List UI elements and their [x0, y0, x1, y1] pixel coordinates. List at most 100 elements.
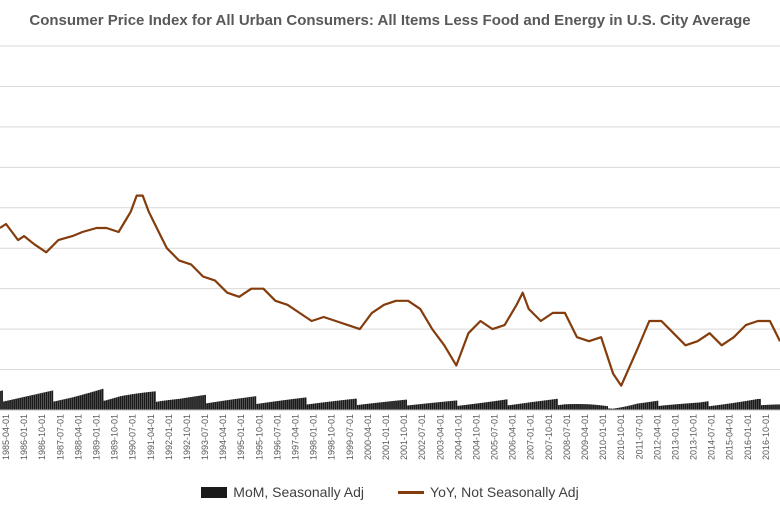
- mom-bar: [173, 399, 176, 410]
- mom-bar: [27, 396, 30, 410]
- mom-bar: [49, 391, 52, 410]
- mom-bar: [566, 404, 568, 410]
- legend-item-mom[interactable]: MoM, Seasonally Adj: [201, 484, 364, 500]
- mom-bar: [37, 393, 40, 410]
- mom-bar: [51, 390, 54, 410]
- mom-bar: [202, 395, 204, 410]
- mom-bars: [0, 388, 780, 410]
- mom-bar: [389, 401, 391, 410]
- mom-bar: [469, 404, 472, 410]
- mom-bar: [775, 404, 777, 410]
- mom-bar: [147, 391, 150, 410]
- mom-bar: [397, 400, 399, 410]
- x-tick-label: 1994-04-01: [218, 414, 228, 460]
- mom-bar: [200, 395, 202, 410]
- mom-bar: [15, 398, 17, 410]
- mom-bar: [610, 408, 613, 410]
- mom-bar: [1, 390, 3, 410]
- mom-bar: [385, 401, 387, 410]
- mom-bar: [411, 404, 414, 410]
- mom-bar: [586, 404, 588, 410]
- mom-bar: [123, 395, 126, 410]
- mom-bar: [350, 399, 353, 410]
- mom-bar: [206, 403, 208, 410]
- mom-bar: [672, 404, 675, 410]
- mom-bar: [336, 400, 339, 410]
- mom-bar: [521, 403, 524, 410]
- mom-bar: [318, 402, 321, 410]
- mom-bar: [730, 403, 733, 410]
- mom-bar: [377, 402, 379, 410]
- mom-bar: [143, 392, 146, 410]
- mom-bar: [19, 397, 22, 410]
- mom-bar: [117, 396, 120, 410]
- mom-bar: [356, 404, 359, 410]
- mom-bar: [678, 404, 681, 410]
- x-tick-label: 1991-04-01: [146, 414, 156, 460]
- mom-bar: [35, 394, 38, 410]
- mom-bar: [371, 403, 373, 410]
- mom-bar: [127, 394, 130, 410]
- mom-bar: [81, 394, 84, 410]
- mom-bar: [304, 397, 307, 410]
- mom-bar: [83, 394, 86, 410]
- mom-bar: [169, 399, 172, 410]
- mom-bar: [541, 400, 544, 410]
- mom-bar: [487, 401, 490, 410]
- legend-item-yoy[interactable]: YoY, Not Seasonally Adj: [398, 484, 579, 500]
- mom-bar: [614, 408, 617, 410]
- mom-bar: [553, 399, 556, 410]
- mom-bar: [222, 400, 225, 410]
- mom-bar: [214, 401, 217, 410]
- mom-bar: [328, 401, 331, 410]
- mom-bar: [111, 398, 114, 410]
- mom-bar: [182, 398, 184, 410]
- mom-bar: [184, 397, 186, 410]
- mom-bar: [656, 400, 659, 410]
- x-tick-label: 1988-04-01: [73, 414, 83, 460]
- mom-bar: [362, 404, 365, 410]
- mom-bar: [570, 404, 572, 410]
- mom-bar: [660, 405, 663, 410]
- mom-bar: [0, 391, 1, 410]
- mom-bar: [332, 401, 335, 410]
- x-tick-label: 2003-04-01: [435, 414, 445, 460]
- x-tick-label: 2005-07-01: [490, 414, 500, 460]
- mom-bar: [622, 406, 625, 410]
- mom-bar: [75, 396, 78, 410]
- mom-bar: [230, 399, 233, 410]
- mom-bar: [373, 403, 375, 410]
- mom-bar: [87, 393, 90, 410]
- mom-bar: [292, 398, 295, 410]
- mom-bar: [254, 396, 257, 410]
- mom-bar: [572, 404, 574, 410]
- mom-bar: [3, 401, 5, 410]
- mom-bar: [59, 400, 62, 410]
- mom-bar: [415, 404, 418, 410]
- mom-bar: [242, 397, 245, 410]
- mom-bar: [55, 401, 58, 410]
- mom-bar: [240, 398, 243, 410]
- mom-bar: [216, 401, 219, 410]
- mom-bar: [226, 400, 229, 410]
- mom-bar: [765, 404, 767, 410]
- mom-bar: [133, 393, 136, 410]
- mom-bar: [594, 404, 596, 410]
- mom-bar: [718, 404, 721, 410]
- x-tick-label: 1989-10-01: [110, 414, 120, 460]
- mom-bar: [57, 400, 60, 410]
- mom-bar: [493, 401, 496, 410]
- mom-bar: [525, 402, 528, 410]
- mom-bar: [712, 405, 715, 410]
- x-tick-label: 2002-07-01: [417, 414, 427, 460]
- x-tick-label: 2008-07-01: [562, 414, 572, 460]
- mom-bar: [399, 400, 401, 410]
- mom-bar: [704, 401, 707, 410]
- mom-bar: [155, 401, 158, 410]
- mom-bar: [31, 395, 34, 410]
- mom-bar: [742, 401, 745, 410]
- mom-bar: [696, 402, 699, 410]
- mom-bar: [447, 401, 450, 410]
- mom-bar: [383, 401, 385, 410]
- mom-bar: [777, 404, 779, 410]
